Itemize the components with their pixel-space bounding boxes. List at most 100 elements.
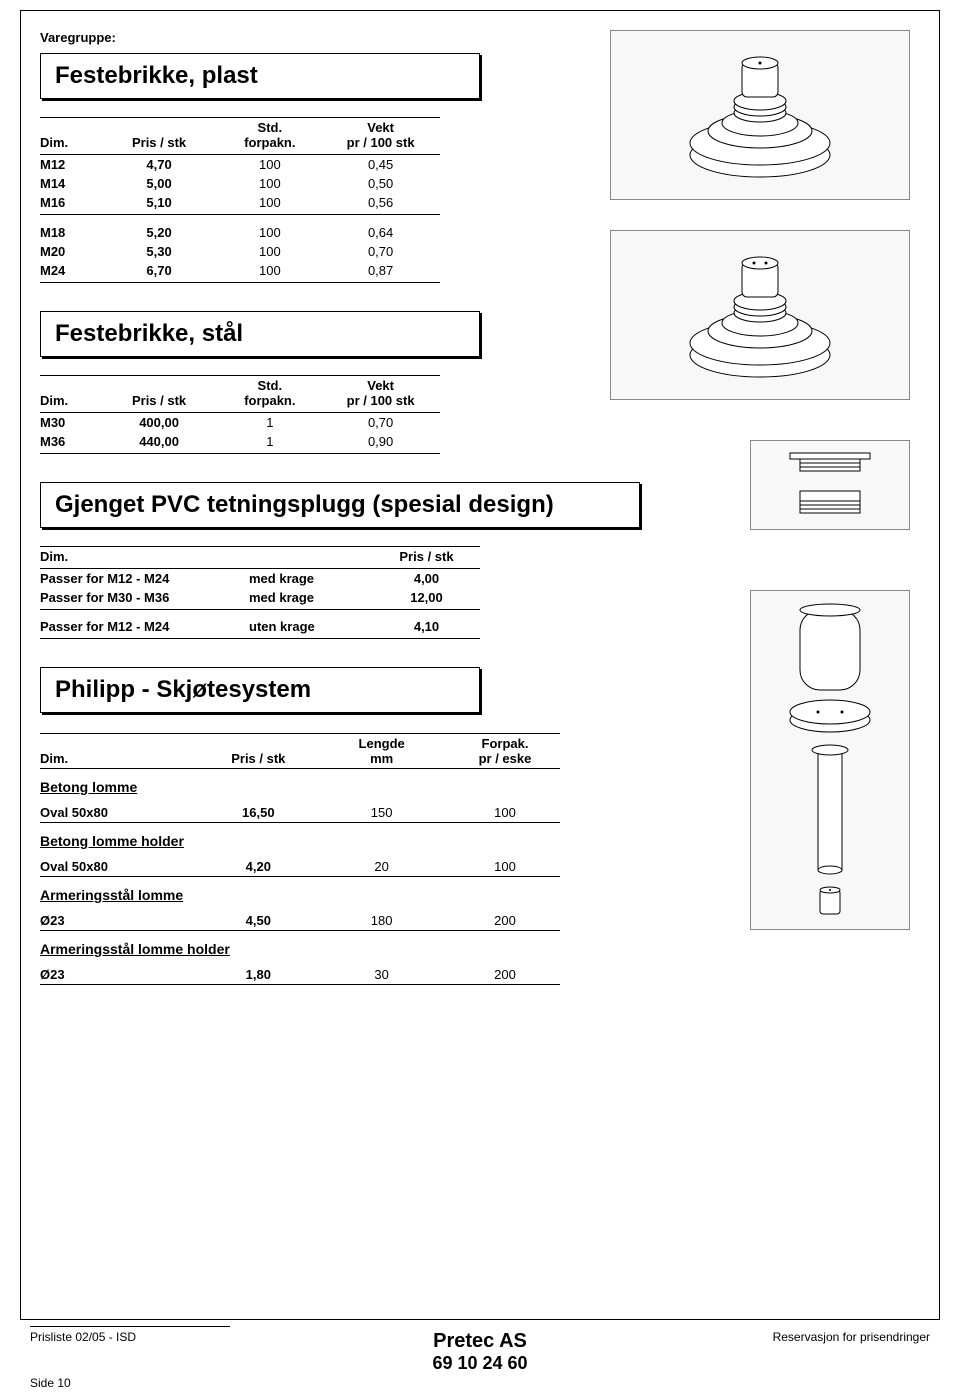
- illustration-festebrikke-plast: [610, 30, 910, 200]
- illustration-pvc-plugg: [750, 440, 910, 530]
- footer-company: Pretec AS: [432, 1330, 527, 1353]
- table-festebrikke-plast: Dim. Pris / stk Std. forpakn. Vekt pr / …: [40, 117, 440, 283]
- cell-dim: Passer for M12 - M24: [40, 617, 249, 639]
- cell-pack: 100: [218, 242, 329, 261]
- cell-weight: 0,87: [329, 261, 440, 283]
- table-row: M36440,0010,90: [40, 432, 440, 454]
- cell-length: 180: [327, 913, 437, 928]
- cell-weight: 0,70: [329, 412, 440, 432]
- table-philipp-header: Dim. Pris / stk Lengde mm Forpak. pr / e…: [40, 733, 580, 769]
- cell-dim: M12: [40, 155, 108, 175]
- cell-variant: med krage: [249, 568, 381, 588]
- cell-pack: 100: [218, 174, 329, 193]
- cell-price: 5,30: [108, 242, 219, 261]
- cell-weight: 0,64: [329, 223, 440, 242]
- cell-weight: 0,70: [329, 242, 440, 261]
- section-title: Festebrikke, stål: [55, 320, 465, 348]
- cell-length: 150: [327, 805, 437, 820]
- separator: [40, 822, 560, 823]
- table-row: M185,201000,64: [40, 223, 440, 242]
- cell-pack: 1: [218, 412, 329, 432]
- footer-page-number: Side 10: [30, 1376, 71, 1390]
- cell-price: 5,20: [108, 223, 219, 242]
- cell-dim: M30: [40, 412, 108, 432]
- cell-dim: M16: [40, 193, 108, 215]
- cell-weight: 0,90: [329, 432, 440, 454]
- table-row: M124,701000,45: [40, 155, 440, 175]
- cell-length: 30: [327, 967, 437, 982]
- section-philipp: Philipp - Skjøtesystem: [40, 667, 480, 713]
- cell-price: 16,50: [203, 805, 313, 820]
- table-row: M165,101000,56: [40, 193, 440, 215]
- cell-price: 4,20: [203, 859, 313, 874]
- cell-pack: 100: [218, 155, 329, 175]
- cell-weight: 0,45: [329, 155, 440, 175]
- cell-price: 4,00: [381, 568, 480, 588]
- separator: [40, 984, 560, 985]
- footer-phone: 69 10 24 60: [432, 1353, 527, 1374]
- col-pack: Std. forpakn.: [218, 375, 329, 412]
- footer-right: Reservasjon for prisendringer: [773, 1330, 930, 1344]
- col-pack: Std. forpakn.: [218, 118, 329, 155]
- cell-weight: 0,56: [329, 193, 440, 215]
- cell-length: 20: [327, 859, 437, 874]
- cell-dim: Oval 50x80: [40, 859, 190, 874]
- col-pack: Forpak. pr / eske: [450, 736, 560, 766]
- cell-pack: 100: [450, 859, 560, 874]
- col-length: Lengde mm: [327, 736, 437, 766]
- section-title: Gjenget PVC tetningsplugg (spesial desig…: [55, 491, 625, 519]
- table-row: M205,301000,70: [40, 242, 440, 261]
- cell-pack: 1: [218, 432, 329, 454]
- cell-pack: 200: [450, 913, 560, 928]
- cell-dim: M24: [40, 261, 108, 283]
- col-dim: Dim.: [40, 118, 108, 155]
- cell-dim: Oval 50x80: [40, 805, 190, 820]
- cell-variant: uten krage: [249, 617, 381, 639]
- cell-price: 6,70: [108, 261, 219, 283]
- section-title: Philipp - Skjøtesystem: [55, 676, 465, 704]
- table-row: Oval 50x80 4,20 20 100: [40, 857, 560, 876]
- illustration-festebrikke-staal: [610, 230, 910, 400]
- cell-dim: Ø23: [40, 913, 190, 928]
- cell-price: 1,80: [203, 967, 313, 982]
- cell-price: 5,00: [108, 174, 219, 193]
- cell-price: 400,00: [108, 412, 219, 432]
- cell-dim: M20: [40, 242, 108, 261]
- footer-center: Pretec AS 69 10 24 60: [432, 1330, 527, 1374]
- cell-dim: Passer for M30 - M36: [40, 588, 249, 610]
- footer-left: Prisliste 02/05 - ISD: [30, 1330, 136, 1344]
- cell-dim: Ø23: [40, 967, 190, 982]
- cell-pack: 100: [218, 223, 329, 242]
- cell-pack: 100: [218, 261, 329, 283]
- table-row: Passer for M12 - M24med krage4,00: [40, 568, 480, 588]
- cell-price: 12,00: [381, 588, 480, 610]
- cell-pack: 100: [218, 193, 329, 215]
- cell-dim: M18: [40, 223, 108, 242]
- page-footer: Prisliste 02/05 - ISD Reservasjon for pr…: [30, 1330, 930, 1390]
- table-row: M30400,0010,70: [40, 412, 440, 432]
- col-dim: Dim.: [40, 546, 249, 568]
- table-festebrikke-staal: Dim. Pris / stk Std. forpakn. Vekt pr / …: [40, 375, 440, 454]
- illustration-philipp: [750, 590, 910, 930]
- col-price: Pris / stk: [108, 375, 219, 412]
- cell-price: 5,10: [108, 193, 219, 215]
- table-row: Oval 50x80 16,50 150 100: [40, 803, 560, 822]
- cell-weight: 0,50: [329, 174, 440, 193]
- col-variant: [249, 546, 381, 568]
- separator: [40, 930, 560, 931]
- col-price: Pris / stk: [203, 751, 313, 766]
- cell-dim: M14: [40, 174, 108, 193]
- section-pvc-plugg: Gjenget PVC tetningsplugg (spesial desig…: [40, 482, 640, 528]
- table-pvc-plugg: Dim. Pris / stk Passer for M12 - M24med …: [40, 546, 480, 640]
- table-row: Ø23 4,50 180 200: [40, 911, 560, 930]
- section-title: Festebrikke, plast: [55, 62, 465, 90]
- col-price: Pris / stk: [381, 546, 480, 568]
- cell-pack: 100: [450, 805, 560, 820]
- col-price: Pris / stk: [108, 118, 219, 155]
- section-festebrikke-staal: Festebrikke, stål: [40, 311, 480, 357]
- cell-variant: med krage: [249, 588, 381, 610]
- table-row: M246,701000,87: [40, 261, 440, 283]
- cell-price: 4,70: [108, 155, 219, 175]
- section-festebrikke-plast: Festebrikke, plast: [40, 53, 480, 99]
- cell-price: 4,50: [203, 913, 313, 928]
